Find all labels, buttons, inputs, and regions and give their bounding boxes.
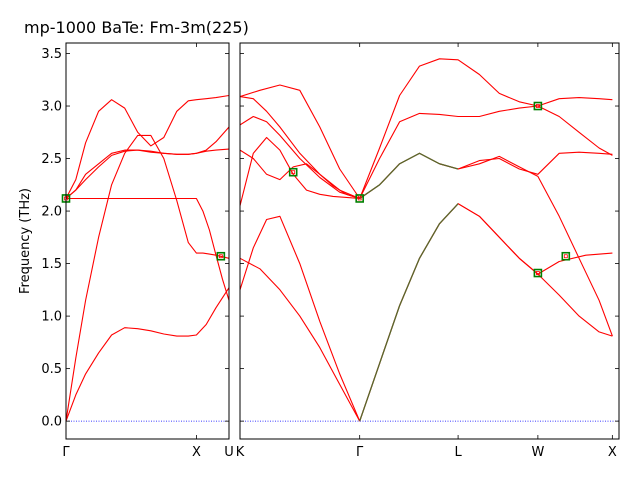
degeneracy-marker-inner-1-1	[357, 196, 362, 201]
y-tick-label: 0.5	[41, 362, 62, 377]
y-tick-label: 3.5	[41, 47, 62, 62]
degeneracy-marker-1-2	[533, 101, 543, 111]
band-line-0-5	[66, 197, 229, 301]
band-overlay-1-1	[359, 152, 459, 200]
x-tick-label: K	[236, 445, 245, 460]
x-tick-label: U	[224, 445, 234, 460]
panel-0-bands	[66, 94, 229, 422]
band-line-0-1	[66, 134, 229, 422]
x-tick-label: Γ	[62, 445, 70, 460]
band-line-1-0	[240, 257, 361, 422]
x-tick-label: W	[531, 445, 544, 460]
x-tick-label: L	[454, 445, 462, 460]
x-tick-label: X	[192, 445, 201, 460]
panel-frame-1	[239, 42, 620, 440]
band-overlay-1-0	[359, 203, 459, 422]
degeneracy-marker-0-1	[216, 251, 226, 261]
band-line-0-3	[66, 148, 229, 199]
chart-title: mp-1000 BaTe: Fm-3m(225)	[24, 18, 249, 37]
degeneracy-marker-inner-1-3	[535, 271, 540, 275]
degeneracy-marker-inner-1-4	[563, 254, 568, 259]
y-tick-label: 3.0	[41, 100, 62, 115]
y-tick-label: 2.5	[41, 152, 62, 167]
degeneracy-marker-1-0	[288, 167, 298, 177]
band-line-1-7	[240, 58, 613, 200]
band-line-0-0	[66, 287, 229, 422]
degeneracy-marker-inner-0-1	[218, 254, 223, 259]
y-tick-label: 0.0	[41, 415, 62, 430]
degeneracy-marker-1-1	[355, 194, 364, 203]
panel-frame-0	[65, 42, 230, 440]
x-tick-label: X	[608, 445, 617, 460]
panel-1-bands	[240, 58, 613, 422]
degeneracy-marker-inner-1-2	[535, 104, 540, 108]
y-tick-label: 2.0	[41, 205, 62, 220]
degeneracy-marker-1-4	[561, 251, 571, 261]
band-line-0-4	[66, 94, 229, 199]
y-tick-label: 1.5	[41, 257, 62, 272]
band-line-1-6	[240, 105, 613, 200]
degeneracy-marker-1-3	[533, 268, 543, 278]
degeneracy-marker-inner-1-0	[291, 170, 296, 175]
x-tick-label: Γ	[356, 445, 364, 460]
band-line-1-8	[240, 84, 361, 199]
y-axis-label: Frequency (THz)	[18, 188, 33, 294]
band-line-1-1	[240, 215, 361, 422]
band-line-1-4	[240, 136, 613, 337]
y-tick-label: 1.0	[41, 310, 62, 325]
band-line-0-2	[66, 126, 229, 199]
